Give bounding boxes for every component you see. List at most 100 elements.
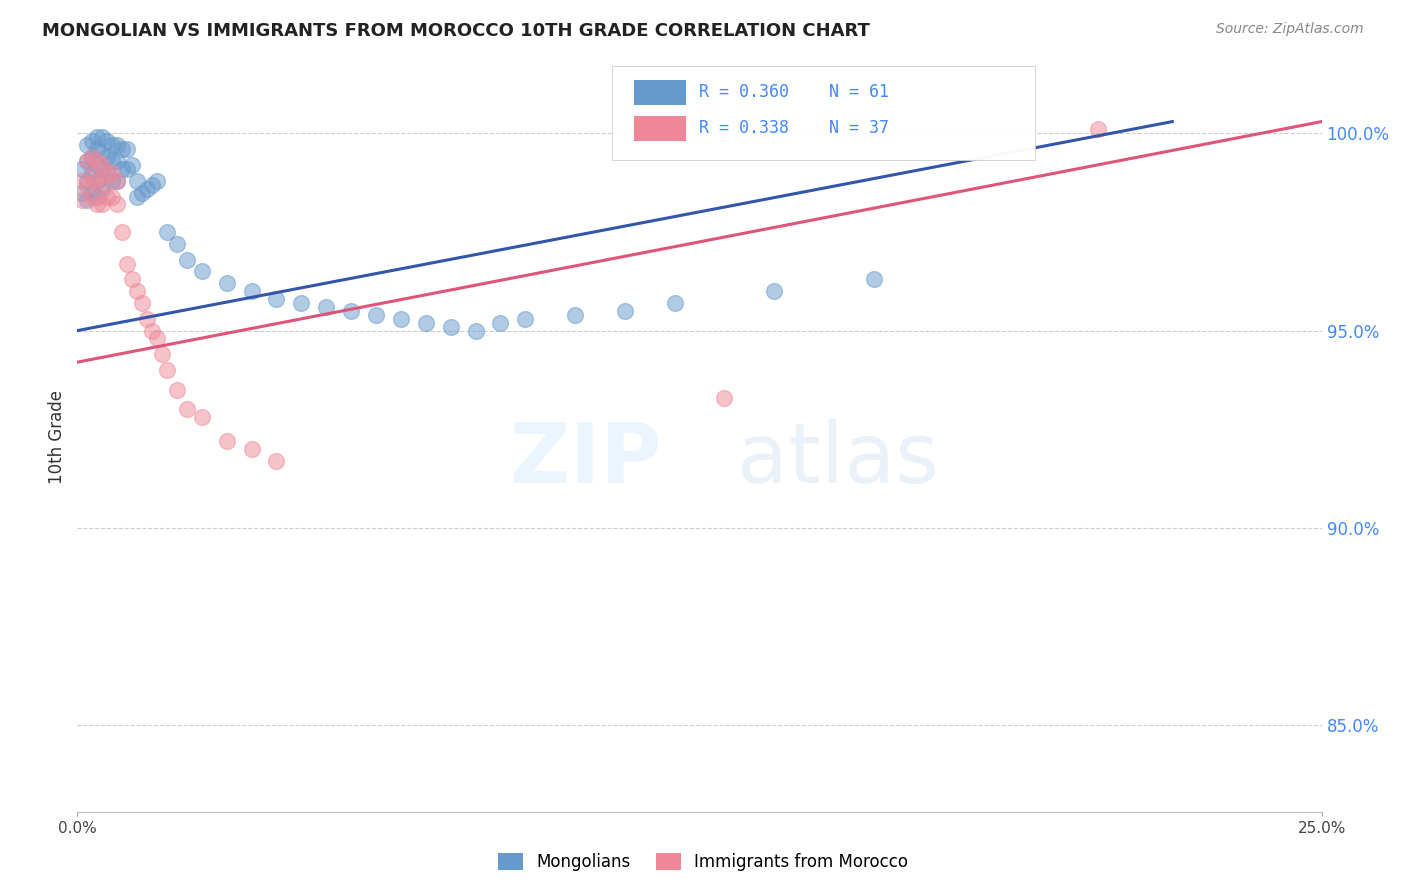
Point	[141, 324, 163, 338]
Point	[125, 284, 148, 298]
Point	[136, 311, 159, 326]
Point	[96, 134, 118, 148]
Bar	[634, 80, 686, 105]
Point	[515, 311, 537, 326]
Point	[315, 300, 337, 314]
Point	[240, 284, 263, 298]
Point	[82, 169, 104, 184]
Point	[111, 225, 134, 239]
Point	[72, 174, 94, 188]
Point	[111, 161, 134, 176]
Point	[121, 158, 143, 172]
Point	[464, 324, 486, 338]
Point	[166, 383, 188, 397]
Point	[82, 166, 104, 180]
Text: atlas: atlas	[737, 419, 939, 500]
Point	[101, 154, 124, 169]
Point	[340, 304, 363, 318]
Point	[105, 154, 128, 169]
Point	[862, 272, 884, 286]
Point	[364, 308, 387, 322]
Point	[121, 272, 143, 286]
Point	[713, 391, 735, 405]
Point	[96, 189, 118, 203]
Point	[82, 134, 104, 148]
Point	[191, 264, 214, 278]
Point	[91, 146, 114, 161]
Point	[86, 130, 108, 145]
Point	[101, 166, 124, 180]
Point	[150, 347, 173, 361]
Point	[96, 166, 118, 180]
Point	[415, 316, 437, 330]
Point	[86, 174, 108, 188]
Point	[105, 197, 128, 211]
Point	[91, 161, 114, 176]
Point	[91, 181, 114, 195]
Point	[91, 130, 114, 145]
Text: R = 0.338    N = 37: R = 0.338 N = 37	[700, 120, 890, 137]
Point	[76, 178, 98, 192]
Point	[489, 316, 512, 330]
Point	[86, 154, 108, 169]
Y-axis label: 10th Grade: 10th Grade	[48, 390, 66, 484]
Text: ZIP: ZIP	[509, 419, 662, 500]
Legend: Mongolians, Immigrants from Morocco: Mongolians, Immigrants from Morocco	[489, 845, 917, 880]
Point	[86, 174, 108, 188]
Text: R = 0.360    N = 61: R = 0.360 N = 61	[700, 84, 890, 102]
Point	[141, 178, 163, 192]
Point	[166, 236, 188, 251]
Point	[389, 311, 412, 326]
Text: Source: ZipAtlas.com: Source: ZipAtlas.com	[1216, 22, 1364, 37]
Point	[215, 434, 238, 448]
Point	[290, 296, 312, 310]
Point	[86, 142, 108, 156]
Point	[146, 331, 169, 345]
Point	[82, 150, 104, 164]
Point	[105, 138, 128, 153]
Point	[1087, 122, 1109, 136]
Point	[131, 186, 153, 200]
FancyBboxPatch shape	[613, 66, 1035, 160]
Point	[156, 363, 179, 377]
Bar	[634, 116, 686, 141]
Point	[91, 197, 114, 211]
Point	[664, 296, 686, 310]
Point	[564, 308, 586, 322]
Point	[440, 319, 463, 334]
Point	[76, 194, 98, 208]
Point	[266, 454, 288, 468]
Point	[136, 181, 159, 195]
Point	[131, 296, 153, 310]
Point	[72, 161, 94, 176]
Point	[125, 174, 148, 188]
Point	[86, 158, 108, 172]
Point	[176, 402, 198, 417]
Text: MONGOLIAN VS IMMIGRANTS FROM MOROCCO 10TH GRADE CORRELATION CHART: MONGOLIAN VS IMMIGRANTS FROM MOROCCO 10T…	[42, 22, 870, 40]
Point	[125, 189, 148, 203]
Point	[111, 142, 134, 156]
Point	[91, 158, 114, 172]
Point	[176, 252, 198, 267]
Point	[76, 174, 98, 188]
Point	[96, 166, 118, 180]
Point	[115, 256, 138, 270]
Point	[82, 189, 104, 203]
Point	[76, 154, 98, 169]
Point	[215, 277, 238, 291]
Point	[96, 150, 118, 164]
Point	[240, 442, 263, 456]
Point	[146, 174, 169, 188]
Point	[76, 138, 98, 153]
Point	[72, 186, 94, 200]
Point	[101, 174, 124, 188]
Point	[105, 174, 128, 188]
Point	[763, 284, 786, 298]
Point	[115, 142, 138, 156]
Point	[101, 138, 124, 153]
Point	[86, 189, 108, 203]
Point	[91, 178, 114, 192]
Point	[82, 186, 104, 200]
Point	[72, 194, 94, 208]
Point	[101, 189, 124, 203]
